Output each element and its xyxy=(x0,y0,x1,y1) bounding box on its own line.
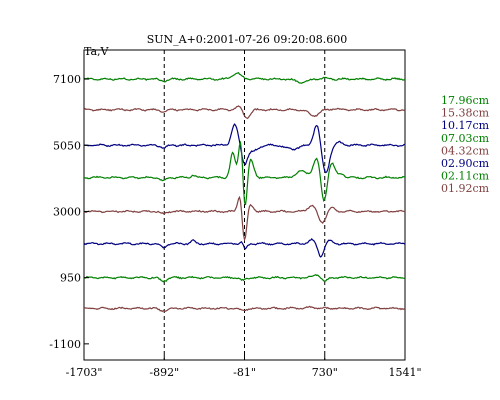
x-tick-label-1: -892" xyxy=(149,366,179,379)
y-tick-label-2: 3000 xyxy=(53,205,81,218)
x-tick-label-2: -81" xyxy=(233,366,256,379)
legend-entry-3: 07.03cm xyxy=(441,132,490,145)
y-tick-label-4: -1100 xyxy=(49,338,81,351)
series-line-5 xyxy=(83,237,406,258)
x-tick-label-4: 1541" xyxy=(388,366,421,379)
y-axis-label: Ta,V xyxy=(84,45,110,58)
series-line-0 xyxy=(83,71,406,84)
x-tick-label-0: -1703" xyxy=(66,366,103,379)
y-tick-label-1: 5050 xyxy=(53,139,81,152)
series-line-4 xyxy=(83,195,406,242)
legend-entry-4: 04.32cm xyxy=(441,144,490,157)
series-line-2 xyxy=(83,123,406,174)
y-tick-label-0: 7100 xyxy=(53,73,81,86)
x-tick-label-3: 730" xyxy=(312,366,338,379)
series-line-3 xyxy=(83,140,406,206)
legend-entry-1: 15.38cm xyxy=(441,107,490,120)
legend-entry-7: 01.92cm xyxy=(441,182,490,195)
series-line-1 xyxy=(83,105,406,120)
series-line-7 xyxy=(83,305,406,313)
legend-entry-5: 02.90cm xyxy=(441,157,490,170)
series-line-6 xyxy=(83,273,406,283)
legend-entry-2: 10.17cm xyxy=(441,119,490,132)
chart-title: SUN_A+0:2001-07-26 09:20:08.600 xyxy=(147,33,348,46)
legend-entry-6: 02.11cm xyxy=(441,170,490,183)
legend-entry-0: 17.96cm xyxy=(441,94,490,107)
y-tick-label-3: 950 xyxy=(60,272,81,285)
